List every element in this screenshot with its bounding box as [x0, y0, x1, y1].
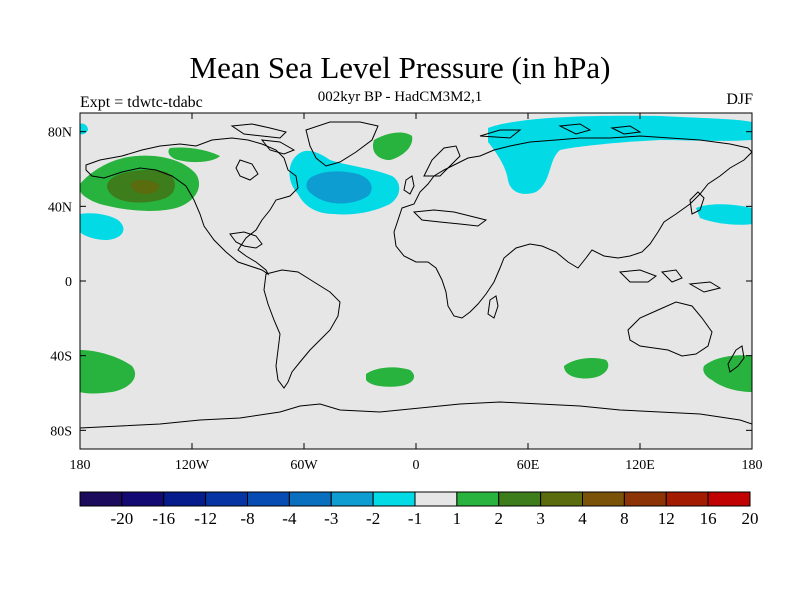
anomaly-region-alaska-positive [168, 147, 220, 163]
coastline-scandinavia [423, 145, 461, 177]
colorbar-label: -2 [366, 509, 380, 528]
colorbar-label: 1 [453, 509, 462, 528]
colorbar-swatch [372, 491, 416, 507]
lat-tick-label: 0 [65, 275, 72, 290]
colorbar-swatch [121, 491, 165, 507]
colorbar-label: -16 [152, 509, 175, 528]
colorbar-swatch [414, 491, 458, 507]
coastline-canadian-archipelago [230, 123, 296, 155]
colorbar-swatch [582, 491, 625, 507]
coastline-greenland [305, 121, 379, 167]
colorbar-swatch [665, 491, 709, 507]
colorbar-label: -3 [324, 509, 338, 528]
colorbar-swatch [498, 491, 542, 507]
colorbar-label: 4 [578, 509, 587, 528]
coastline-antarctica [80, 401, 752, 429]
colorbar-swatch [540, 491, 583, 507]
lat-tick-label: 40N [48, 200, 72, 215]
coastline-new-zealand [727, 345, 745, 373]
map-subtitle: 002kyr BP - HadCM3M2,1 [317, 89, 483, 105]
coastline-arctic-islands [479, 123, 642, 139]
anomaly-region-north-atlantic-core [306, 171, 372, 204]
colorbar-swatch [79, 491, 123, 507]
colorbar-label: -1 [408, 509, 422, 528]
colorbar-swatch [456, 491, 500, 507]
coastline-madagascar [487, 295, 499, 319]
lat-tick-label: 40S [50, 350, 72, 365]
coastline-eurasia-africa [393, 135, 752, 319]
anomaly-region-greenland-positive [372, 132, 413, 160]
colorbar-swatch [288, 491, 332, 507]
coastlines [80, 121, 752, 429]
latitude-axis: 80N 40N 0 40S 80S [48, 126, 752, 439]
lon-tick-label: 120W [175, 458, 210, 473]
anomaly-region-west-pacific-negative [696, 204, 752, 225]
lon-tick-label: 180 [742, 458, 763, 473]
lon-tick-label: 60W [290, 458, 318, 473]
anomaly-shading [80, 115, 752, 394]
anomaly-region-southwest-pacific-positive [703, 355, 752, 392]
lon-tick-label: 0 [413, 458, 420, 473]
coastline-hudson-bay [235, 159, 259, 181]
lon-tick-label: 180 [70, 458, 91, 473]
experiment-label: Expt = tdwtc-tdabc [80, 94, 203, 111]
colorbar-label: 12 [658, 509, 675, 528]
colorbar-swatch [623, 491, 667, 507]
anomaly-region-south-atlantic-positive [366, 367, 415, 387]
lon-tick-label: 60E [517, 458, 540, 473]
anomaly-region-arctic-negative [488, 115, 752, 194]
longitude-axis: 180 120W 60W 0 60E 120E 180 [70, 113, 763, 473]
coastline-british-isles [403, 175, 415, 195]
colorbar-swatch [247, 491, 290, 507]
anomaly-region-southeast-pacific-positive [80, 350, 136, 394]
colorbar-label: 2 [495, 509, 504, 528]
coastline-japan [689, 191, 705, 215]
anomaly-region-east-pacific-negative [80, 213, 124, 240]
coastline-south-america [263, 269, 341, 389]
coastline-australia [627, 301, 713, 357]
colorbar-label: 16 [700, 509, 717, 528]
colorbar-label: -20 [111, 509, 134, 528]
colorbar-swatch [330, 491, 374, 507]
colorbar-swatch [205, 491, 248, 507]
lat-tick-label: 80S [50, 424, 72, 439]
colorbar-label: -8 [240, 509, 254, 528]
colorbar-label: 8 [620, 509, 629, 528]
map-background [80, 113, 752, 449]
anomaly-region-north-pacific-core [130, 179, 160, 194]
colorbar: -20 -16 -12 -8 -4 -3 -2 -1 1 2 3 4 8 12 16 20 [79, 491, 759, 528]
colorbar-label: 20 [742, 509, 759, 528]
coastline-gulf [229, 231, 263, 249]
colorbar-swatch [163, 491, 207, 507]
colorbar-label: -12 [194, 509, 217, 528]
anomaly-region-south-indian-positive [564, 358, 609, 379]
season-label: DJF [726, 91, 753, 108]
coastline-north-america [85, 137, 299, 276]
lon-tick-label: 120E [625, 458, 655, 473]
colorbar-label: -4 [282, 509, 297, 528]
colorbar-label: 3 [536, 509, 545, 528]
lat-tick-label: 80N [48, 126, 72, 141]
coastline-maritime-continent [618, 269, 722, 293]
colorbar-swatch [707, 491, 751, 507]
map-title: Mean Sea Level Pressure (in hPa) [189, 50, 611, 85]
coastline-mediterranean [412, 209, 488, 227]
